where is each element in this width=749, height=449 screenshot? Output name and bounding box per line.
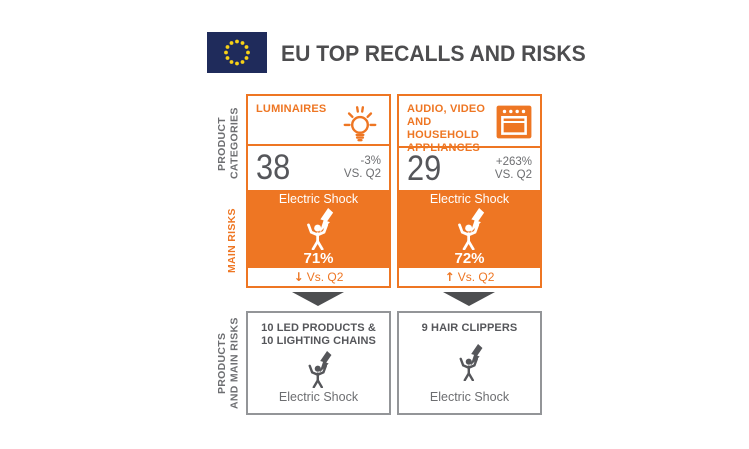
category-card-luminaires: LUMINAIRES 38 -3% VS. Q2 Electric [246, 94, 391, 288]
connector-arrow-down [443, 292, 495, 306]
side-label-product-categories: PRODUCT CATEGORIES [216, 107, 241, 180]
electric-shock-icon [306, 207, 333, 250]
main-risk-block: Electric Shock 72% [399, 190, 540, 269]
products-risk-name: Electric Shock [429, 390, 510, 404]
trend-label: Vs. Q2 [306, 269, 344, 284]
side-label-main-risks: MAIN RISKS [226, 208, 238, 273]
recall-change-value: +263% [495, 156, 532, 169]
electric-shock-icon [459, 344, 482, 381]
products-name: 9 HAIR CLIPPERS [421, 322, 518, 334]
trend-label: Vs. Q2 [457, 270, 495, 285]
category-header: AUDIO, VIDEO AND HOUSEHOLD APPLIANCES [399, 96, 540, 154]
risk-name: Electric Shock [278, 191, 359, 206]
category-header: LUMINAIRES [248, 96, 389, 147]
products-name: 10 LED PRODUCTS & 10 LIGHTING CHAINS [261, 322, 376, 347]
recall-stats: 29 +263% VS. Q2 [399, 148, 540, 190]
risk-percent: 71% [303, 249, 334, 267]
oven-icon [496, 105, 532, 139]
risk-name: Electric Shock [429, 192, 510, 207]
recall-change-label: VS. Q2 [343, 168, 381, 181]
lightbulb-icon [343, 106, 377, 142]
trend-down-icon: ↓ [293, 269, 304, 284]
recall-count: 38 [256, 148, 291, 188]
page-title: EU TOP RECALLS AND RISKS [281, 41, 586, 66]
electric-shock-icon [457, 208, 484, 251]
connector-arrow-down [292, 292, 344, 306]
recall-count: 29 [407, 149, 442, 189]
electric-shock-icon [308, 350, 331, 388]
products-card-luminaires: 10 LED PRODUCTS & 10 LIGHTING CHAINS Ele… [246, 311, 391, 415]
side-label-products-and-main-risks: PRODUCTS AND MAIN RISKS [216, 317, 241, 409]
recall-stats: 38 -3% VS. Q2 [248, 146, 389, 189]
category-label: AUDIO, VIDEO AND HOUSEHOLD APPLIANCES [407, 103, 486, 154]
recall-change: +263% VS. Q2 [495, 156, 532, 182]
category-label: LUMINAIRES [256, 103, 327, 115]
products-risk-name: Electric Shock [278, 390, 359, 404]
trend-up-icon: ↑ [444, 270, 455, 285]
risk-trend: ↓ Vs. Q2 [248, 267, 389, 286]
risk-percent: 72% [454, 250, 485, 268]
category-card-appliances: AUDIO, VIDEO AND HOUSEHOLD APPLIANCES 29… [397, 94, 542, 288]
main-risk-block: Electric Shock 71% [248, 189, 389, 268]
products-card-appliances: 9 HAIR CLIPPERS Electric Shock [397, 311, 542, 415]
recall-change-label: VS. Q2 [494, 169, 532, 182]
risk-trend: ↑ Vs. Q2 [399, 268, 540, 286]
eu-flag-icon [207, 32, 267, 73]
recall-change: -3% VS. Q2 [344, 155, 381, 181]
recall-change-value: -3% [360, 155, 381, 168]
